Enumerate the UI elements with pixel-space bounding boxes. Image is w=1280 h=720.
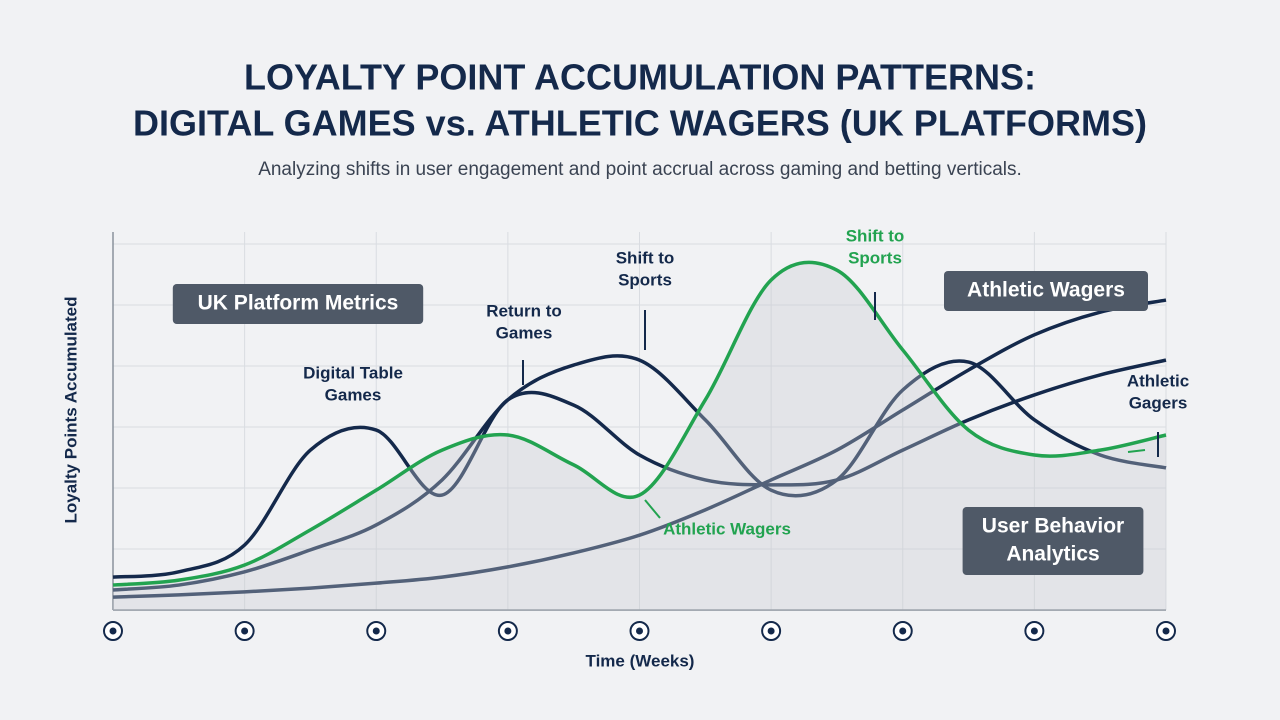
annotation-text: Athletic [1127,371,1189,390]
annotation: Athletic Wagers [944,271,1148,311]
annotation: UK Platform Metrics [172,284,424,324]
annotation: Digital Table Games [303,363,403,404]
annotation-text: Shift to [616,248,675,267]
annotation-box [944,271,1148,311]
annotation-box [962,507,1144,575]
ball-icon [1156,621,1176,641]
annotation-text: Gagers [1129,393,1188,412]
annotation-text: User Behavior [982,515,1124,538]
ball-icon [1024,621,1045,641]
annotation-arrow [1127,449,1146,453]
ball-patch [109,627,117,635]
ball-icon [234,621,255,641]
chart-title: LOYALTY POINT ACCUMULATION PATTERNS: [244,57,1036,98]
annotation-text: Digital Table [303,363,403,382]
series-line [112,354,1167,592]
annotation-text: Sports [618,270,672,289]
ball-patch [636,627,643,635]
ball-patch [1162,627,1170,635]
plot [112,260,1167,610]
annotation-text: Return to [486,301,562,320]
ball-icon [366,621,387,641]
annotation-text: Shift to [846,226,905,245]
chart-subtitle: Analyzing shifts in user engagement and … [258,159,1022,180]
annotation: Shift to Sports [616,248,675,289]
series-line [112,358,1167,579]
area-shade [113,262,1166,610]
ball-icon [497,621,518,641]
series-line [112,298,1167,599]
annotation-text: Games [325,385,382,404]
ball-patch [504,627,512,635]
ball-icon [892,621,913,641]
ball-patch [899,627,907,635]
annotation-text: Athletic Wagers [967,279,1125,302]
ball-patch [241,627,249,635]
annotation: Shift to Sports [846,226,905,267]
annotation: Return to Games [486,301,562,342]
y-axis-title: Loyalty Points Accumulated [61,296,80,523]
ball-patch [372,627,380,635]
annotation: Athletic Wagers [663,519,791,538]
ball-icon [761,621,782,641]
annotation-arrow [644,499,661,519]
annotation-text: Games [496,323,553,342]
ball-patch [1030,627,1038,635]
ball-patch [767,627,775,635]
annotation-box [172,284,424,324]
series-line [112,260,1167,587]
annotation-text: Sports [848,248,902,267]
ball-icon [103,621,123,641]
annotation: Athletic Gagers [1127,371,1189,412]
annotation-text: UK Platform Metrics [198,292,399,315]
ball-icon [629,621,650,641]
chart-title: DIGITAL GAMES vs. ATHLETIC WAGERS (UK PL… [133,103,1147,144]
annotation-text: Athletic Wagers [663,519,791,538]
annotation: User Behavior Analytics [962,507,1144,575]
x-axis-title: Time (Weeks) [586,651,695,670]
annotation-text: Analytics [1006,543,1099,566]
